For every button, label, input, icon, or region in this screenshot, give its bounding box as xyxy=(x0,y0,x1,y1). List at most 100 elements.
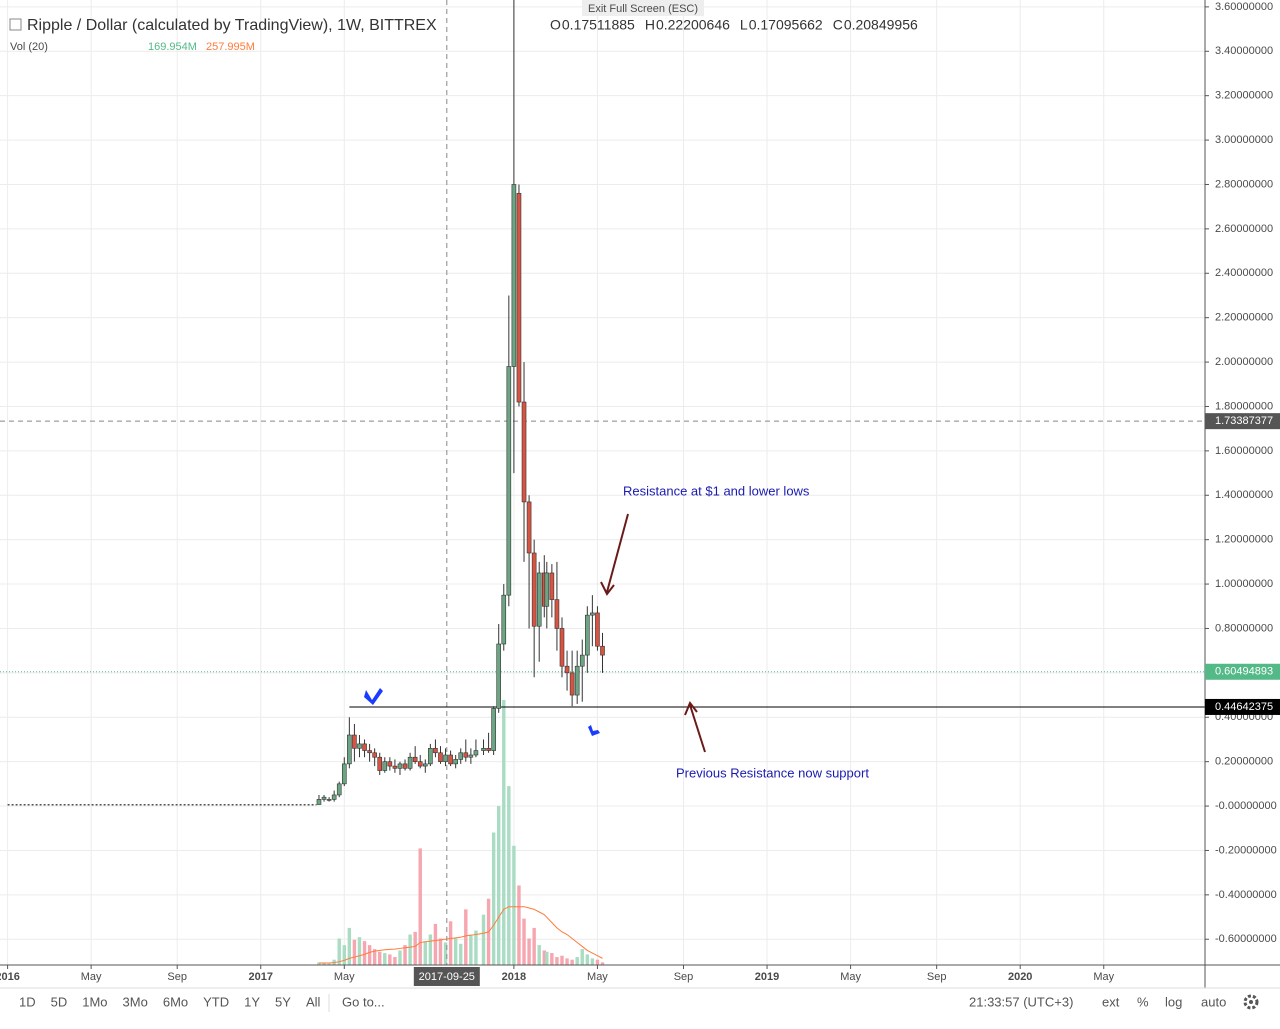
candle-body xyxy=(377,756,383,771)
candle-body xyxy=(481,748,486,751)
crosshair-date-label: 2017-09-25 xyxy=(419,971,475,983)
volume-bar xyxy=(327,963,331,965)
volume-bar xyxy=(502,700,506,965)
y-tick-label: 3.20000000 xyxy=(1215,90,1273,102)
volume-bar xyxy=(464,909,468,965)
collapse-icon[interactable] xyxy=(9,18,22,31)
candle-body xyxy=(453,759,458,765)
candle-body xyxy=(407,756,413,769)
option-button[interactable]: ext xyxy=(1102,994,1120,1009)
range-button[interactable]: 5D xyxy=(51,994,68,1009)
range-button[interactable]: 1D xyxy=(19,994,36,1009)
volume-bar xyxy=(595,959,600,965)
volume-bar xyxy=(423,941,427,965)
volume-bar xyxy=(383,953,387,965)
range-button[interactable]: 5Y xyxy=(275,994,291,1009)
ohlc-value: 0.17095662 xyxy=(749,17,823,33)
candle-body xyxy=(521,401,527,503)
candle-body xyxy=(433,748,438,754)
volume-bar xyxy=(550,953,554,965)
candle-body xyxy=(417,761,423,767)
gear[interactable] xyxy=(1243,994,1259,1010)
candle-body xyxy=(473,750,479,756)
range-button[interactable]: 3Mo xyxy=(123,994,148,1009)
x-tick-label: Sep xyxy=(927,971,947,983)
y-tick-label: 2.20000000 xyxy=(1215,312,1273,324)
volume-bar xyxy=(453,938,458,965)
volume-bar xyxy=(459,943,463,965)
volume-bar xyxy=(413,931,417,965)
volume-bar xyxy=(474,930,478,965)
candle-body xyxy=(448,754,453,765)
arrow xyxy=(606,513,629,593)
option-button[interactable]: log xyxy=(1165,994,1182,1009)
candle-body xyxy=(362,743,367,751)
range-button[interactable]: 1Y xyxy=(244,994,260,1009)
volume-bar xyxy=(565,958,569,965)
candle-body xyxy=(554,599,560,629)
volume-bar xyxy=(357,937,362,965)
candle-body xyxy=(531,552,537,627)
chart-title: Ripple / Dollar (calculated by TradingVi… xyxy=(27,17,437,34)
last-price-label-bg xyxy=(1205,663,1280,680)
settings-icon[interactable] xyxy=(1243,994,1259,1010)
candle-body xyxy=(595,612,600,647)
volume-bar xyxy=(469,934,473,965)
crosshair-date-bg xyxy=(413,967,480,986)
ohlc-key: H xyxy=(645,17,655,33)
candle-body xyxy=(544,572,550,607)
volume-bar xyxy=(491,832,496,965)
volume-bar xyxy=(532,927,536,965)
ohlc-key: C xyxy=(833,17,843,33)
range-button[interactable]: All xyxy=(306,994,321,1009)
arrows xyxy=(600,513,706,753)
volume-bar xyxy=(542,950,546,965)
range-button[interactable]: YTD xyxy=(203,994,229,1009)
candle-body xyxy=(569,672,575,696)
candle-body xyxy=(397,763,403,769)
range-button[interactable]: 6Mo xyxy=(163,994,188,1009)
annotation: Resistance at $1 and lower lows xyxy=(623,483,810,498)
candle-body xyxy=(590,612,595,616)
x-tick-label: May xyxy=(1093,971,1114,983)
gear-center xyxy=(1249,1000,1253,1004)
option-button[interactable]: auto xyxy=(1201,994,1226,1009)
blue-arrow xyxy=(588,725,600,736)
volume-ma-line xyxy=(318,906,603,964)
volume-bar xyxy=(580,949,584,965)
x-tick-label: Sep xyxy=(167,971,187,983)
arrow xyxy=(689,704,706,753)
x-tick-label: 2016 xyxy=(0,971,20,983)
candle-body xyxy=(321,796,327,800)
candle-body xyxy=(468,754,474,758)
candle-body xyxy=(392,765,398,769)
y-tick-label: -0.00000000 xyxy=(1215,800,1277,812)
volume-bar xyxy=(507,786,511,965)
volume-bar xyxy=(545,951,549,965)
volume-bar xyxy=(590,958,595,965)
volume-bar xyxy=(337,938,341,965)
candle-body xyxy=(357,743,362,749)
candle-body xyxy=(412,756,418,762)
goto-button[interactable]: Go to... xyxy=(342,994,385,1009)
x-tick-label: May xyxy=(334,971,355,983)
y-tick-label: 1.80000000 xyxy=(1215,400,1273,412)
ohlc-key: L xyxy=(740,17,748,33)
candle-body xyxy=(443,754,448,762)
candle-body xyxy=(549,572,555,600)
candle-body xyxy=(331,794,337,800)
volume-bar xyxy=(537,945,541,965)
volume-bar xyxy=(388,954,392,965)
volume-bar xyxy=(481,914,486,965)
option-button[interactable]: % xyxy=(1137,994,1149,1009)
volume-bar xyxy=(555,957,559,965)
volume-bar xyxy=(522,918,526,965)
volume-bar xyxy=(438,938,443,965)
fullscreen-hint[interactable]: Exit Full Screen (ESC) xyxy=(588,3,698,15)
y-tick-label: 1.60000000 xyxy=(1215,445,1273,457)
candle-body xyxy=(574,665,580,696)
range-button[interactable]: 1Mo xyxy=(82,994,107,1009)
volume-bar xyxy=(600,962,605,965)
candle-body xyxy=(402,763,408,769)
